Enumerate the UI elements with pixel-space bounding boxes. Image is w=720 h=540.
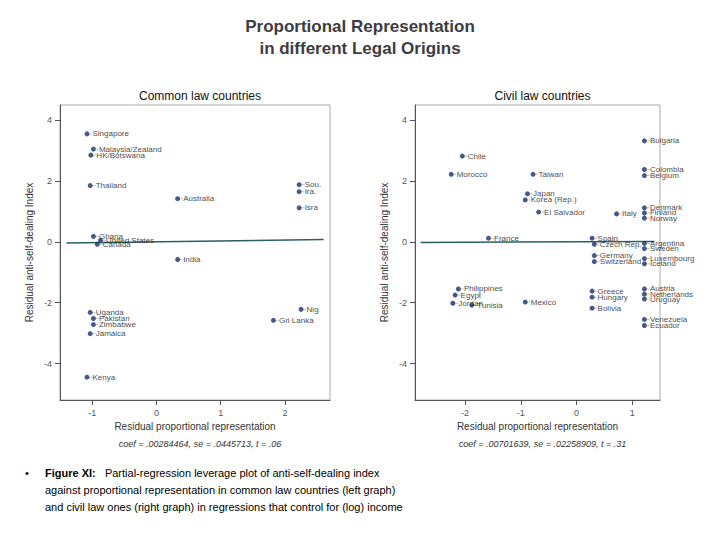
svg-text:Bolivia: Bolivia bbox=[598, 304, 622, 313]
svg-text:0: 0 bbox=[402, 237, 407, 247]
svg-text:Australia: Australia bbox=[183, 194, 215, 203]
svg-text:Jamaica: Jamaica bbox=[96, 329, 126, 338]
svg-text:Nig: Nig bbox=[307, 305, 319, 314]
svg-text:-4: -4 bbox=[399, 359, 407, 369]
svg-text:Korea (Rep.): Korea (Rep.) bbox=[531, 195, 577, 204]
svg-text:Sou.: Sou. bbox=[304, 180, 322, 190]
svg-text:Hungary: Hungary bbox=[598, 293, 628, 302]
svg-text:-1: -1 bbox=[517, 408, 525, 418]
svg-text:Japan: Japan bbox=[533, 189, 555, 199]
svg-text:Colombia: Colombia bbox=[649, 165, 684, 174]
svg-text:Isra: Isra bbox=[305, 203, 319, 212]
svg-text:Zimbabwe: Zimbabwe bbox=[99, 320, 136, 329]
svg-text:France: France bbox=[494, 234, 519, 243]
svg-text:HK/Botswana: HK/Botswana bbox=[96, 151, 145, 160]
svg-text:1: 1 bbox=[630, 408, 635, 418]
svg-text:Spain: Spain bbox=[597, 233, 618, 243]
svg-text:Uruguay: Uruguay bbox=[650, 295, 680, 304]
svg-text:Pakistan: Pakistan bbox=[98, 314, 130, 323]
svg-text:Kenya: Kenya bbox=[93, 373, 116, 382]
svg-text:Taiwan: Taiwan bbox=[539, 170, 564, 179]
svg-text:coef = .00284464, se = .044571: coef = .00284464, se = .0445713, t = .06 bbox=[119, 439, 281, 449]
svg-text:Figure XI:: Figure XI: bbox=[45, 467, 96, 479]
svg-text:Iceland: Iceland bbox=[650, 259, 676, 268]
svg-text:Norway: Norway bbox=[650, 214, 677, 223]
svg-text:Residual anti-self-dealing Ind: Residual anti-self-dealing Index bbox=[379, 183, 390, 323]
svg-text:Residual proportional represen: Residual proportional representation bbox=[114, 421, 275, 432]
svg-text:Belgium: Belgium bbox=[650, 171, 679, 180]
svg-text:2: 2 bbox=[282, 408, 287, 418]
svg-text:Philippines: Philippines bbox=[463, 284, 503, 294]
svg-text:Common law countries: Common law countries bbox=[139, 89, 261, 103]
svg-text:-2: -2 bbox=[399, 298, 407, 308]
svg-text:Ira.: Ira. bbox=[305, 187, 317, 196]
svg-text:Residual proportional represen: Residual proportional representation bbox=[457, 421, 618, 432]
svg-text:-2: -2 bbox=[461, 408, 469, 418]
svg-text:2: 2 bbox=[47, 176, 52, 186]
svg-text:0: 0 bbox=[154, 408, 159, 418]
svg-text:0: 0 bbox=[574, 408, 579, 418]
svg-text:Switzerland: Switzerland bbox=[600, 257, 641, 266]
svg-text:-2: -2 bbox=[44, 298, 52, 308]
svg-text:Ecuador: Ecuador bbox=[650, 321, 680, 330]
svg-text:4: 4 bbox=[47, 115, 52, 125]
svg-text:4: 4 bbox=[402, 115, 407, 125]
svg-text:Uganda: Uganda bbox=[95, 307, 124, 317]
svg-text:against proportional represent: against proportional representation in c… bbox=[45, 484, 395, 496]
svg-text:-4: -4 bbox=[44, 359, 52, 369]
svg-text:-1: -1 bbox=[88, 408, 96, 418]
svg-text:Venezuela: Venezuela bbox=[649, 314, 688, 324]
svg-text:in different Legal Origins: in different Legal Origins bbox=[259, 39, 460, 58]
svg-text:Partial-regression leverage pl: Partial-regression leverage plot of anti… bbox=[105, 467, 380, 479]
svg-text:Germany: Germany bbox=[599, 251, 633, 260]
svg-text:Egypt: Egypt bbox=[460, 290, 482, 300]
svg-text:El Salvador: El Salvador bbox=[544, 208, 585, 217]
svg-text:Italy: Italy bbox=[622, 209, 637, 218]
svg-text:Mexico: Mexico bbox=[531, 298, 557, 307]
svg-text:Singapore: Singapore bbox=[93, 129, 130, 138]
svg-text:Jordan: Jordan bbox=[458, 298, 483, 308]
svg-text:Chile: Chile bbox=[468, 152, 487, 161]
svg-text:2: 2 bbox=[402, 176, 407, 186]
svg-text:Residual anti-self-dealing Ind: Residual anti-self-dealing Index bbox=[24, 183, 35, 323]
svg-text:Sweden: Sweden bbox=[650, 244, 679, 253]
svg-text:Thailand: Thailand bbox=[96, 181, 127, 190]
svg-text:coef = .00701639, se = .022589: coef = .00701639, se = .02258909, t = .3… bbox=[459, 439, 626, 449]
svg-text:India: India bbox=[183, 255, 201, 264]
svg-text:Czech Rep.: Czech Rep. bbox=[600, 240, 642, 249]
svg-text:Tunisia: Tunisia bbox=[477, 301, 503, 310]
svg-text:Morocco: Morocco bbox=[457, 170, 488, 179]
svg-text:Bulgaria: Bulgaria bbox=[650, 136, 680, 145]
svg-text:Malaysia/Zealand: Malaysia/Zealand bbox=[98, 144, 162, 154]
svg-text:1: 1 bbox=[218, 408, 223, 418]
svg-text:Proportional Representation: Proportional Representation bbox=[245, 17, 475, 36]
svg-text:Greece: Greece bbox=[597, 286, 624, 296]
svg-text:Civil law countries: Civil law countries bbox=[494, 89, 590, 103]
svg-text:•: • bbox=[25, 467, 29, 479]
svg-text:and civil law ones (right grap: and civil law ones (right graph) in regr… bbox=[45, 501, 403, 513]
svg-text:0: 0 bbox=[47, 237, 52, 247]
svg-text:Gri Lanka: Gri Lanka bbox=[279, 316, 314, 325]
svg-text:Canada: Canada bbox=[103, 240, 132, 249]
